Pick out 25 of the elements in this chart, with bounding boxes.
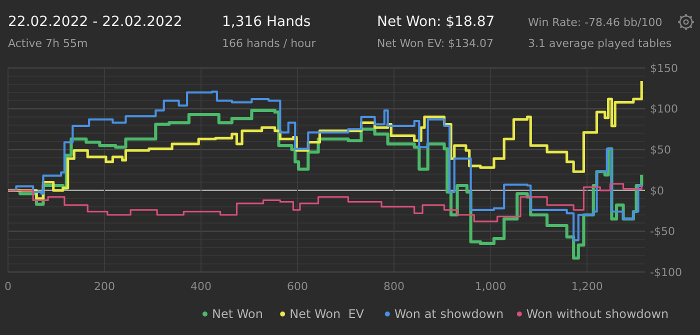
y-tick-label: $100 — [650, 102, 678, 116]
x-tick-label: 400 — [190, 280, 212, 293]
text: 1,316 Hands — [222, 14, 311, 30]
y-tick-label: $50 — [650, 143, 671, 156]
text: Net Won EV: $134.07 — [377, 37, 494, 50]
text: 3.1 average played tables — [528, 37, 672, 50]
y-tick-label: $0 — [650, 184, 664, 198]
legend-label: Net Won — [212, 307, 263, 321]
text: 166 hands / hour — [222, 37, 316, 50]
legend-label: Net Won EV — [290, 307, 365, 321]
x-tick-label: 1,200 — [571, 280, 603, 293]
x-tick-label: 1,000 — [474, 280, 506, 293]
chart-subtitle: Active 7h 55m — [8, 37, 88, 50]
legend-label: Won without showdown — [526, 307, 669, 321]
text: Net Won: $18.87 — [377, 14, 495, 30]
legend-label: Won at showdown — [394, 307, 504, 321]
x-tick-label: 200 — [94, 280, 116, 293]
y-tick-label: -$50 — [650, 225, 675, 238]
text: Win Rate: -78.46 bb/100 — [528, 16, 662, 29]
x-tick-label: 0 — [4, 280, 12, 293]
y-tick-label: $150 — [650, 62, 678, 75]
x-tick-label: 600 — [287, 280, 308, 293]
chart-title: 22.02.2022 - 22.02.2022 — [8, 14, 182, 30]
y-tick-label: -$100 — [650, 266, 682, 279]
x-tick-label: 800 — [384, 280, 405, 293]
